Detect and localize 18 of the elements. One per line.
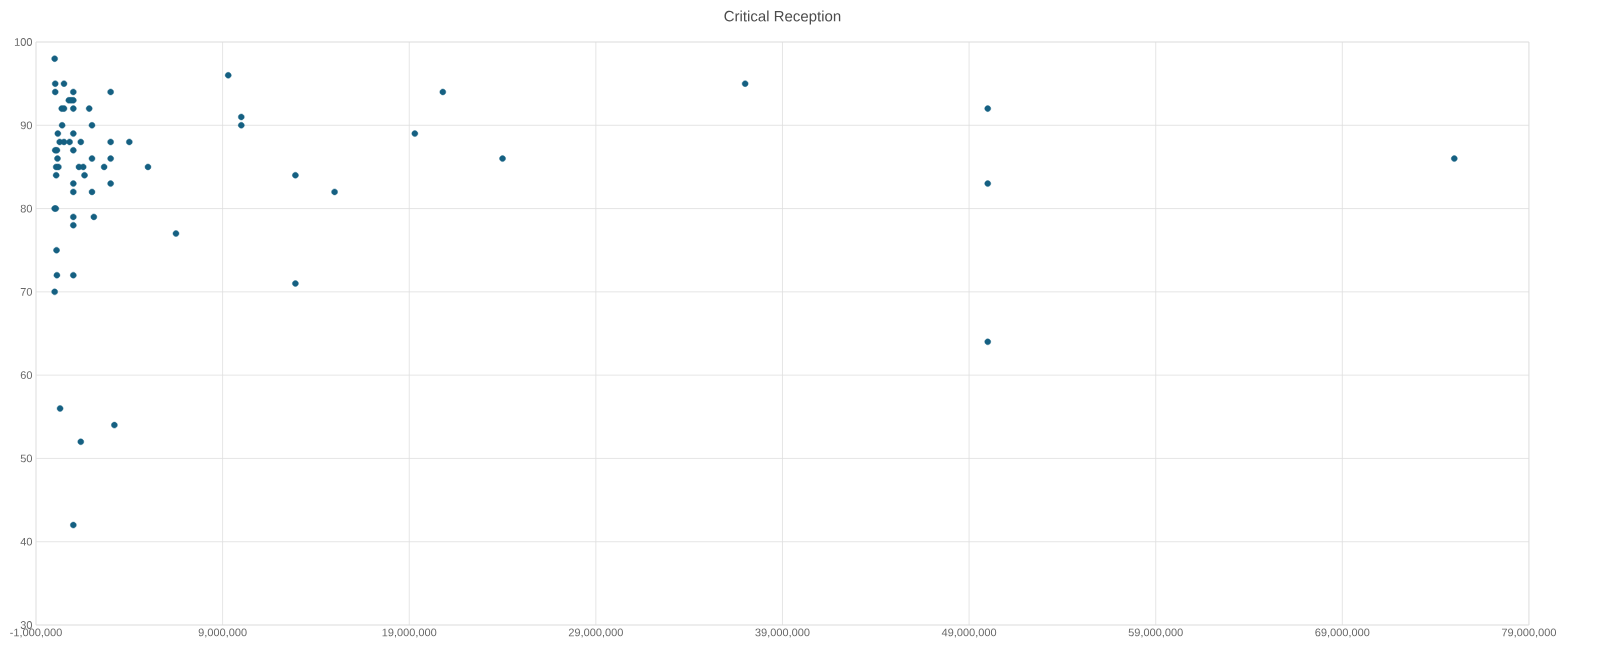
y-tick-label: 30	[20, 621, 33, 629]
x-tick-label: 19,000,000	[382, 628, 437, 638]
x-tick-label: 29,000,000	[568, 628, 623, 638]
x-tick-label: -1,000,000	[10, 628, 62, 638]
chart-title: Critical Reception	[724, 10, 841, 25]
y-tick-label: 100	[14, 38, 33, 46]
y-tick-label: 40	[20, 537, 33, 546]
y-tick-label: 50	[20, 454, 33, 463]
x-tick-label: 49,000,000	[941, 628, 997, 638]
y-tick-label: 70	[20, 287, 33, 296]
y-tick-label: 90	[20, 121, 33, 130]
x-tick-label: 69,000,000	[1315, 628, 1370, 638]
x-tick-label: 79,000,000	[1501, 628, 1557, 638]
x-tick-label: 9,000,000	[198, 628, 247, 638]
y-tick-label: 60	[20, 371, 33, 380]
x-tick-label: 39,000,000	[755, 628, 810, 638]
y-tick-label: 80	[20, 204, 33, 213]
x-tick-label: 59,000,000	[1128, 628, 1183, 638]
